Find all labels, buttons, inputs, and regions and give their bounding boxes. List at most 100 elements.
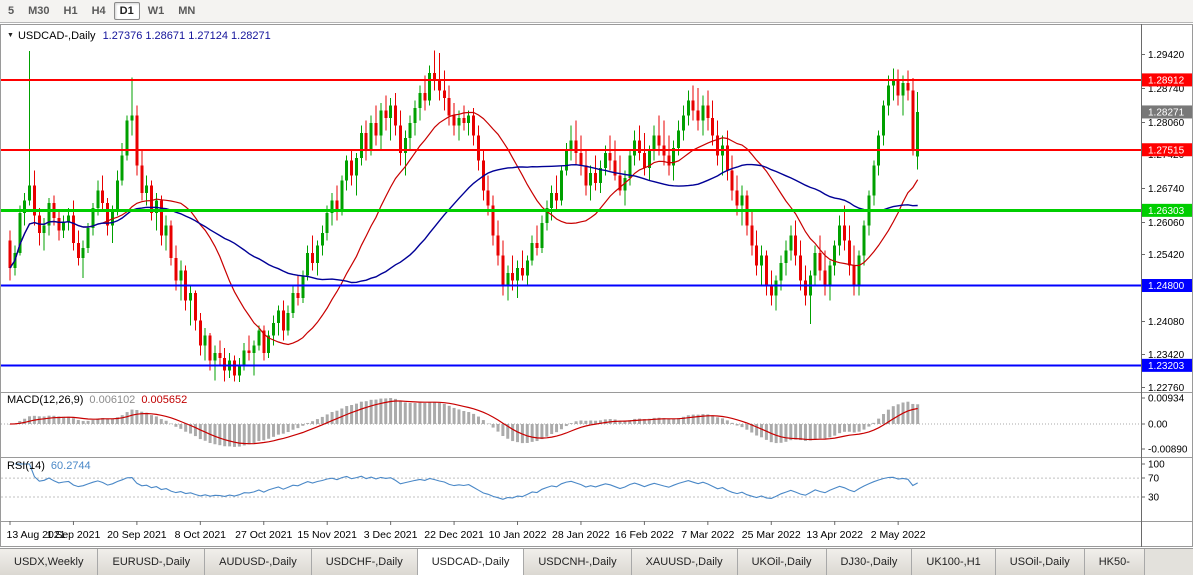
candle-body: [67, 215, 71, 222]
chart-tab-usdchf-daily[interactable]: USDCHF-,Daily: [311, 549, 418, 575]
chart-tab-xauusd-daily[interactable]: XAUUSD-,Daily: [631, 549, 738, 575]
horizontal-levels-layer[interactable]: [1, 78, 1141, 367]
macd-histogram-bar: [486, 423, 490, 425]
candle-body: [28, 185, 32, 201]
chart-tab-usdcnh-daily[interactable]: USDCNH-,Daily: [524, 549, 632, 575]
macd-histogram-bar: [481, 420, 485, 424]
level-price-box: [1142, 143, 1192, 157]
rsi-panel: 100 70 30: [1, 460, 1165, 504]
macd-panel: 0.00934 0.00 -0.00890: [1, 394, 1188, 456]
chart-tab-usoil-daily[interactable]: USOil-,Daily: [995, 549, 1085, 575]
level-price-label: 1.26303: [1148, 206, 1185, 217]
candle-body: [579, 153, 583, 166]
macd-histogram-bar: [437, 402, 441, 424]
candle-body: [232, 360, 236, 376]
candles-layer: [8, 50, 920, 382]
candle-body: [423, 93, 427, 101]
timeframe-button-h1[interactable]: H1: [63, 5, 78, 17]
timeframe-button-mn[interactable]: MN: [178, 5, 196, 17]
candle-body: [760, 255, 764, 266]
macd-histogram-bar: [652, 417, 656, 424]
macd-histogram-bar: [867, 424, 871, 427]
candle-body: [452, 115, 456, 126]
rsi-indicator-label: RSI(14) 60.2744: [7, 460, 91, 472]
macd-histogram-bar: [491, 424, 495, 428]
candle-body: [208, 335, 212, 361]
chart-tab-uk100-h1[interactable]: UK100-,H1: [912, 549, 996, 575]
candle-body: [652, 135, 656, 151]
macd-histogram-bar: [389, 398, 393, 424]
candle-body: [193, 293, 197, 321]
macd-histogram-bar: [18, 421, 22, 424]
macd-histogram-bar: [218, 424, 222, 446]
macd-histogram-bar: [145, 412, 149, 424]
candle-body: [306, 253, 310, 276]
macd-histogram-bar: [872, 422, 876, 424]
candle-body: [325, 213, 329, 233]
timeframe-button-m30[interactable]: M30: [28, 5, 50, 17]
candle-body: [101, 190, 105, 203]
candle-body: [135, 115, 139, 166]
macd-histogram-bar: [735, 424, 739, 426]
current-price-label: 1.28271: [1148, 107, 1185, 118]
candle-body: [667, 155, 671, 166]
price-axis[interactable]: 1.294201.287401.280601.274201.267401.260…: [1141, 50, 1192, 394]
candle-body: [896, 80, 900, 96]
macd-histogram-bar: [384, 398, 388, 424]
candle-body: [847, 240, 851, 266]
candle-body: [389, 105, 393, 118]
macd-histogram-bar: [784, 424, 788, 442]
macd-histogram-bar: [364, 401, 368, 424]
macd-histogram-bar: [369, 399, 373, 424]
chart-dropdown-icon[interactable]: ▼: [7, 32, 14, 39]
timeframe-button-h4[interactable]: H4: [91, 5, 106, 17]
candle-body: [457, 118, 461, 126]
macd-histogram-bar: [86, 420, 90, 424]
candle-body: [247, 350, 251, 353]
macd-histogram-bar: [154, 416, 158, 424]
rsi-name: RSI(14): [7, 460, 45, 472]
chart-tab-usdx-weekly[interactable]: USDX,Weekly: [0, 549, 99, 575]
macd-histogram-bar: [428, 402, 432, 424]
macd-histogram-bar: [716, 417, 720, 424]
macd-histogram-bar: [447, 405, 451, 424]
chart-tab-dj30-daily[interactable]: DJ30-,Daily: [826, 549, 913, 575]
candle-body: [71, 215, 75, 243]
candle-body: [711, 118, 715, 136]
candle-body: [442, 90, 446, 98]
candle-body: [872, 165, 876, 196]
timeframe-button-5[interactable]: 5: [8, 5, 15, 17]
macd-histogram-bar: [208, 424, 212, 444]
macd-indicator-label: MACD(12,26,9) 0.006102 0.005652: [7, 394, 187, 406]
candle-body: [764, 255, 768, 286]
timeframe-button-d1[interactable]: D1: [113, 2, 140, 20]
candle-body: [530, 243, 534, 261]
chart-tab-usdcad-daily[interactable]: USDCAD-,Daily: [417, 549, 525, 575]
candle-body: [516, 268, 520, 281]
candle-body: [520, 268, 524, 276]
candle-body: [418, 93, 422, 108]
macd-histogram-bar: [916, 404, 920, 424]
candle-body: [345, 160, 349, 181]
candle-body: [735, 190, 739, 206]
chart-tab-audusd-daily[interactable]: AUDUSD-,Daily: [205, 549, 312, 575]
macd-histogram-bar: [535, 424, 539, 442]
timeframe-button-w1[interactable]: W1: [147, 5, 165, 17]
candle-body: [784, 250, 788, 263]
macd-histogram-bar: [394, 398, 398, 424]
macd-histogram-bar: [398, 401, 402, 424]
macd-histogram-bar: [711, 415, 715, 424]
macd-histogram-bar: [779, 424, 783, 443]
candle-body: [852, 265, 856, 286]
candle-body: [398, 125, 402, 153]
macd-histogram-bar: [506, 424, 510, 439]
chart-tab-eurusd-daily[interactable]: EURUSD-,Daily: [98, 549, 206, 575]
macd-histogram-bar: [23, 418, 27, 424]
candle-body: [623, 178, 627, 191]
macd-histogram-bar: [276, 424, 280, 435]
candle-body: [501, 255, 505, 286]
chart-tab-hk50[interactable]: HK50-: [1084, 549, 1145, 575]
chart-tab-ukoil-daily[interactable]: UKOil-,Daily: [737, 549, 827, 575]
